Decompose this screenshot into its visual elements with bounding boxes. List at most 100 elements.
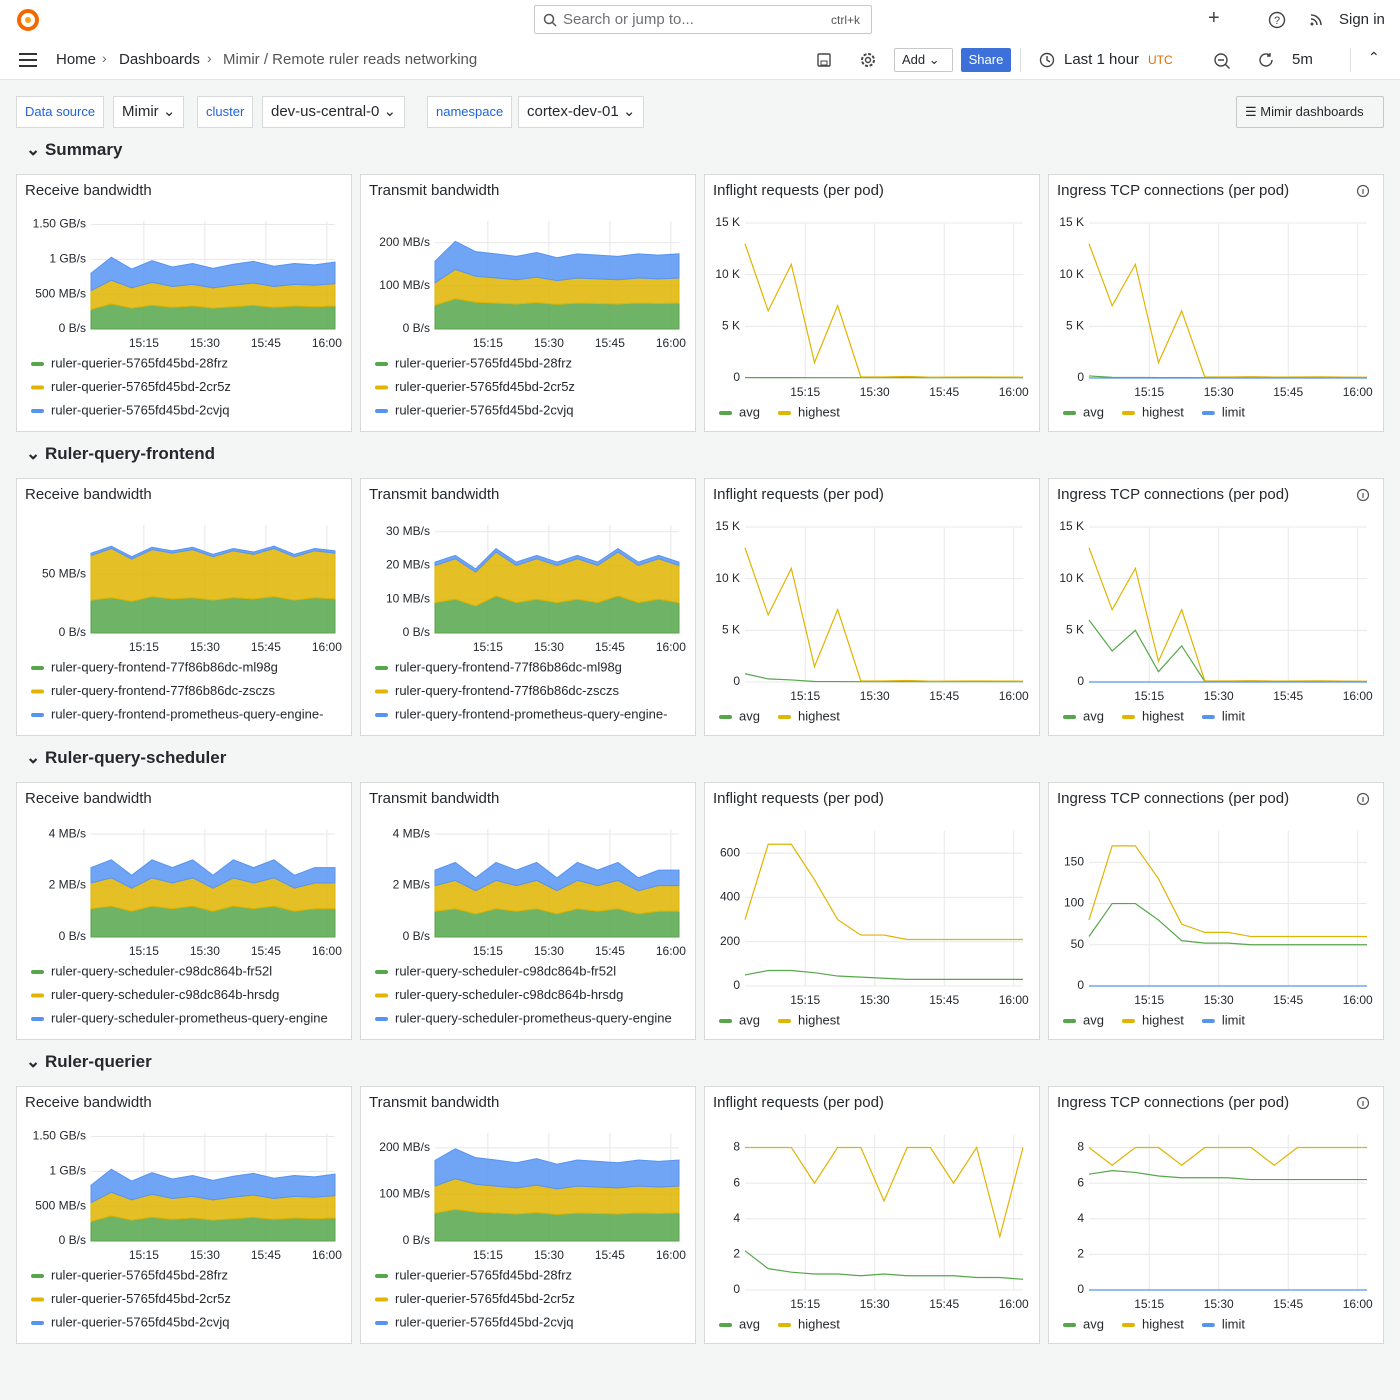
legend-label[interactable]: ruler-query-scheduler-c98dc864b-fr52l xyxy=(395,963,616,978)
series-line xyxy=(1088,243,1368,378)
legend-label[interactable]: avg xyxy=(1083,404,1104,419)
legend-label[interactable]: ruler-query-frontend-77f86b86dc-zsczs xyxy=(395,683,619,698)
row-title[interactable]: ⌄ Ruler-query-scheduler xyxy=(26,748,227,767)
legend-label[interactable]: ruler-query-frontend-prometheus-query-en… xyxy=(395,706,667,721)
y-tick-label: 10 K xyxy=(715,571,740,585)
legend-label[interactable]: ruler-query-frontend-77f86b86dc-zsczs xyxy=(51,683,275,698)
logo[interactable] xyxy=(16,8,40,32)
settings-icon[interactable] xyxy=(859,51,877,69)
legend-label[interactable]: highest xyxy=(1142,1316,1184,1331)
legend-label[interactable]: ruler-query-frontend-77f86b86dc-ml98g xyxy=(395,659,622,674)
legend-label[interactable]: avg xyxy=(739,708,760,723)
time-range[interactable]: Last 1 hour xyxy=(1064,51,1140,68)
legend-label[interactable]: ruler-query-scheduler-c98dc864b-fr52l xyxy=(51,963,272,978)
y-tick-label: 150 xyxy=(1064,855,1084,869)
legend-label[interactable]: ruler-query-scheduler-prometheus-query-e… xyxy=(51,1010,328,1025)
row-title-text: Ruler-querier xyxy=(44,1052,152,1071)
legend-label[interactable]: ruler-querier-5765fd45bd-2cr5z xyxy=(51,1291,231,1306)
row-title[interactable]: ⌄ Ruler-query-frontend xyxy=(26,444,215,463)
legend-label[interactable]: highest xyxy=(1142,708,1184,723)
row-title[interactable]: ⌄ Ruler-querier xyxy=(26,1052,152,1071)
legend-label[interactable]: limit xyxy=(1222,404,1245,419)
panel-svg: Transmit bandwidth 0 B/s 2 MB/s 4 MB/s 15:15… xyxy=(369,790,686,1025)
legend-label[interactable]: ruler-query-frontend-77f86b86dc-ml98g xyxy=(51,659,278,674)
legend-label[interactable]: ruler-querier-5765fd45bd-2cr5z xyxy=(395,379,575,394)
add-button[interactable]: Add ⌄ xyxy=(894,48,953,72)
info-icon[interactable] xyxy=(1356,792,1370,806)
legend-label[interactable]: ruler-querier-5765fd45bd-2cr5z xyxy=(395,1291,575,1306)
legend-label[interactable]: highest xyxy=(1142,404,1184,419)
x-tick-label: 15:45 xyxy=(929,993,959,1007)
series-line xyxy=(1088,619,1367,683)
legend-label[interactable]: ruler-querier-5765fd45bd-28frz xyxy=(51,355,228,370)
stacked-area xyxy=(434,551,680,607)
variable-select[interactable]: Mimir ⌄ xyxy=(113,96,185,128)
panel-title: Inflight requests (per pod) xyxy=(713,790,884,807)
y-tick-label: 1 GB/s xyxy=(49,251,86,265)
dashboards-link[interactable]: ☰ Mimir dashboards xyxy=(1236,96,1384,128)
panel: Receive bandwidth 0 B/s 2 MB/s 4 MB/s 15:15 1… xyxy=(16,782,352,1040)
legend-label[interactable]: highest xyxy=(798,1316,840,1331)
legend-label[interactable]: avg xyxy=(1083,708,1104,723)
legend-label[interactable]: ruler-query-scheduler-prometheus-query-e… xyxy=(395,1010,672,1025)
panel-svg: Transmit bandwidth 0 B/s 100 MB/s 200 MB/s 1… xyxy=(369,1094,686,1329)
legend-label[interactable]: highest xyxy=(798,708,840,723)
y-tick-label: 15 K xyxy=(715,215,740,229)
row-title[interactable]: ⌄ Summary xyxy=(26,140,123,159)
new-button[interactable]: + xyxy=(1208,7,1220,29)
clock-icon xyxy=(1039,52,1055,68)
y-tick-label: 0 xyxy=(733,1282,740,1296)
legend-label[interactable]: ruler-querier-5765fd45bd-2cvjq xyxy=(395,402,574,417)
breadcrumb[interactable]: Home xyxy=(56,51,97,68)
legend-swatch xyxy=(777,1019,791,1023)
legend-label[interactable]: highest xyxy=(798,404,840,419)
sign-in[interactable]: Sign in xyxy=(1339,11,1385,28)
legend-label[interactable]: highest xyxy=(1142,1012,1184,1027)
legend-label[interactable]: limit xyxy=(1222,708,1245,723)
legend-label[interactable]: ruler-query-frontend-prometheus-query-en… xyxy=(51,706,323,721)
search-box[interactable]: Search or jump to... ctrl+k xyxy=(534,5,872,34)
legend-label[interactable]: avg xyxy=(739,1316,760,1331)
y-tick-label: 2 MB/s xyxy=(49,878,86,892)
save-icon[interactable] xyxy=(816,52,832,68)
legend-label[interactable]: ruler-query-scheduler-c98dc864b-hrsdg xyxy=(395,987,623,1002)
panel-svg: Receive bandwidth 0 B/s 50 MB/s 15:15 15:30 1… xyxy=(25,486,342,721)
breadcrumb[interactable]: Dashboards xyxy=(119,51,200,68)
legend-label[interactable]: ruler-querier-5765fd45bd-2cvjq xyxy=(51,402,230,417)
legend-swatch xyxy=(1063,715,1076,719)
x-tick-label: 16:00 xyxy=(312,944,342,958)
collapse-icon[interactable]: ⌃ xyxy=(1368,49,1380,65)
refresh-icon[interactable] xyxy=(1257,52,1275,70)
news-icon[interactable] xyxy=(1308,12,1324,28)
svg-text:?: ? xyxy=(1274,15,1280,27)
legend-label[interactable]: ruler-querier-5765fd45bd-28frz xyxy=(51,1267,228,1282)
legend-label[interactable]: ruler-query-scheduler-c98dc864b-hrsdg xyxy=(51,987,279,1002)
legend-label[interactable]: ruler-querier-5765fd45bd-2cvjq xyxy=(51,1314,230,1329)
variable-select[interactable]: cortex-dev-01 ⌄ xyxy=(518,96,645,128)
legend-label[interactable]: avg xyxy=(1083,1012,1104,1027)
legend-swatch xyxy=(777,715,791,719)
refresh-interval[interactable]: 5m xyxy=(1292,51,1313,68)
menu-icon[interactable] xyxy=(18,52,38,68)
legend-label[interactable]: avg xyxy=(739,404,760,419)
help-icon[interactable]: ? xyxy=(1268,11,1286,29)
variable-select[interactable]: dev-us-central-0 ⌄ xyxy=(262,96,406,128)
info-icon[interactable] xyxy=(1356,488,1370,502)
y-tick-label: 600 xyxy=(720,845,740,859)
legend-label[interactable]: limit xyxy=(1222,1316,1245,1331)
info-icon[interactable] xyxy=(1356,1096,1370,1110)
legend-label[interactable]: ruler-querier-5765fd45bd-28frz xyxy=(395,355,572,370)
share-button[interactable]: Share xyxy=(961,48,1011,72)
panel: Ingress TCP connections (per pod) 0 50 100 1… xyxy=(1048,782,1384,1040)
legend-label[interactable]: ruler-querier-5765fd45bd-28frz xyxy=(395,1267,572,1282)
legend-label[interactable]: avg xyxy=(739,1012,760,1027)
legend-label[interactable]: ruler-querier-5765fd45bd-2cvjq xyxy=(395,1314,574,1329)
zoom-out-icon[interactable] xyxy=(1213,52,1231,70)
info-icon[interactable] xyxy=(1356,184,1370,198)
legend-label[interactable]: highest xyxy=(798,1012,840,1027)
legend-label[interactable]: limit xyxy=(1222,1012,1245,1027)
legend-label[interactable]: ruler-querier-5765fd45bd-2cr5z xyxy=(51,379,231,394)
stacked-area xyxy=(434,861,680,892)
legend-label[interactable]: avg xyxy=(1083,1316,1104,1331)
